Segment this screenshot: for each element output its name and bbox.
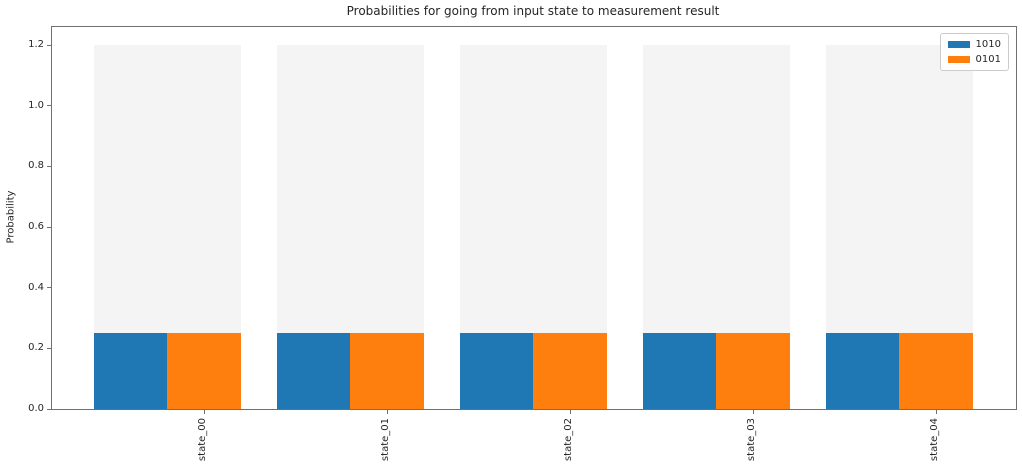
y-tick-mark	[47, 347, 51, 349]
legend-item: 0101	[947, 54, 1001, 65]
bar-1010	[460, 333, 534, 409]
x-tick-mark	[752, 410, 754, 414]
x-tick-label: state_03	[745, 418, 757, 462]
bar-1010	[826, 333, 900, 409]
x-tick-mark	[569, 410, 571, 414]
y-tick-mark	[47, 165, 51, 167]
y-axis-label: Probability	[5, 190, 17, 244]
bar-0101	[350, 333, 424, 409]
y-tick-label: 1.2	[28, 39, 44, 51]
legend-swatch-1010	[947, 41, 970, 48]
y-tick-mark	[47, 44, 51, 46]
legend-swatch-0101	[947, 56, 970, 63]
legend-label: 1010	[975, 39, 1001, 50]
x-tick-label: state_04	[928, 418, 940, 462]
bar-1010	[277, 333, 351, 409]
x-tick-label: state_02	[562, 418, 574, 462]
y-tick-mark	[47, 408, 51, 410]
x-tick-mark	[203, 410, 205, 414]
y-tick-label: 0.4	[28, 281, 44, 293]
y-tick-mark	[47, 287, 51, 289]
bar-1010	[94, 333, 168, 409]
bar-0101	[533, 333, 607, 409]
bar-0101	[899, 333, 973, 409]
x-tick-mark	[386, 410, 388, 414]
plot-area: 0.0 0.2 0.4 0.6 0.8 1.0 1.2 state_00 state_01 st…	[28, 26, 1017, 461]
y-tick-label: 0.0	[28, 403, 44, 414]
y-tick-mark	[47, 226, 51, 228]
x-tick-mark	[935, 410, 937, 414]
legend-item: 1010	[947, 39, 1001, 50]
y-tick-label: 0.8	[28, 160, 44, 172]
chart-title: Probabilities for going from input state…	[346, 4, 720, 18]
y-tick-label: 0.6	[28, 221, 44, 233]
legend: 1010 0101	[939, 33, 1009, 71]
x-tick-label: state_01	[379, 418, 391, 462]
y-tick-label: 1.0	[28, 99, 44, 111]
bar-1010	[643, 333, 717, 409]
legend-label: 0101	[975, 54, 1001, 65]
bar-0101	[167, 333, 241, 409]
bar-0101	[716, 333, 790, 409]
y-tick-label: 0.2	[28, 342, 44, 354]
y-tick-mark	[47, 105, 51, 107]
x-tick-label: state_00	[196, 418, 208, 462]
